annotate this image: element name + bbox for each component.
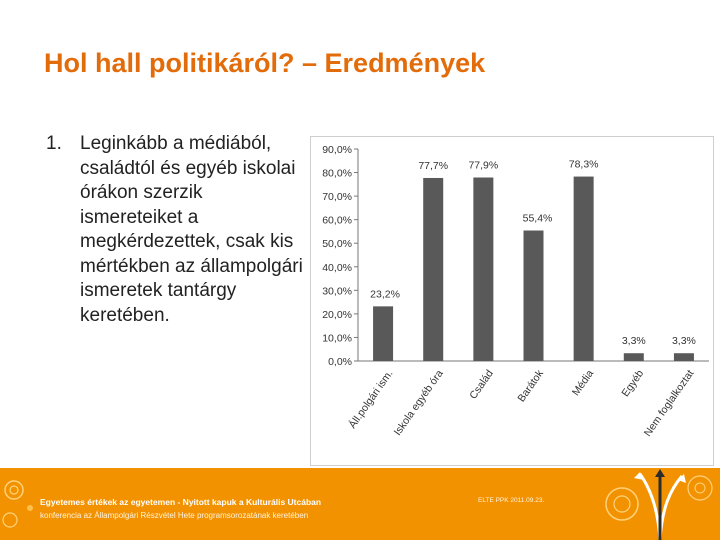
x-tick-label: Nem foglalkoztat [642,368,697,439]
y-tick-label: 90,0% [322,144,352,156]
x-tick-label: Barátok [515,367,546,404]
y-tick-label: 50,0% [322,238,352,250]
x-tick-label: Család [467,368,496,402]
bar [573,176,594,361]
y-tick-label: 70,0% [322,191,352,203]
y-tick-label: 60,0% [322,215,352,227]
slide-title: Hol hall politikáról? – Eredmények [44,48,486,78]
x-tick-label: Média [570,368,596,398]
y-tick-label: 10,0% [322,332,352,344]
bullet-item: 1. Leginkább a médiából, családtól és eg… [46,132,308,328]
bullet-list: 1. Leginkább a médiából, családtól és eg… [46,132,308,328]
footer-event-subtitle: konferencia az Állampolgári Részvétel He… [40,511,309,520]
bar [423,177,444,361]
footer-event-title: Egyetemes értékek az egyetemen - Nyitott… [40,497,322,507]
bar [373,306,394,361]
data-label: 77,9% [468,160,498,172]
decor-circles-left [2,480,33,528]
chart-canvas: 0,0% 10,0% 20,0% 30,0% 40,0% 50,0% 60,0% 70,0% 8… [322,144,709,439]
data-label: 3,3% [622,335,646,347]
x-tick-label: Áll.polgári ism. [346,367,396,430]
y-tick-label: 40,0% [322,262,352,274]
data-label: 77,7% [418,160,448,172]
y-tick-label: 80,0% [322,168,352,180]
bar [673,353,694,361]
y-tick-label: 30,0% [322,285,352,297]
data-label: 3,3% [672,335,696,347]
x-tick-label: Iskola egyéb óra [392,368,446,438]
y-tick-label: 0,0% [328,356,352,368]
bullet-number: 1. [46,133,62,154]
data-label: 23,2% [370,288,400,300]
bar [523,230,544,361]
bar [473,177,494,361]
bar [623,353,644,361]
footer-banner: Egyetemes értékek az egyetemen - Nyitott… [0,468,720,540]
bullet-text: Leginkább a médiából, családtól és egyéb… [80,133,303,326]
footer-date: ELTE PPK 2011.09.23. [478,497,545,504]
decor-arrows-right [605,469,713,540]
data-label: 78,3% [569,159,599,171]
data-label: 55,4% [523,213,553,225]
y-tick-label: 20,0% [322,309,352,321]
x-tick-label: Egyéb [619,368,646,399]
bar-chart: 0,0% 10,0% 20,0% 30,0% 40,0% 50,0% 60,0% 70,0% 8… [310,136,714,466]
